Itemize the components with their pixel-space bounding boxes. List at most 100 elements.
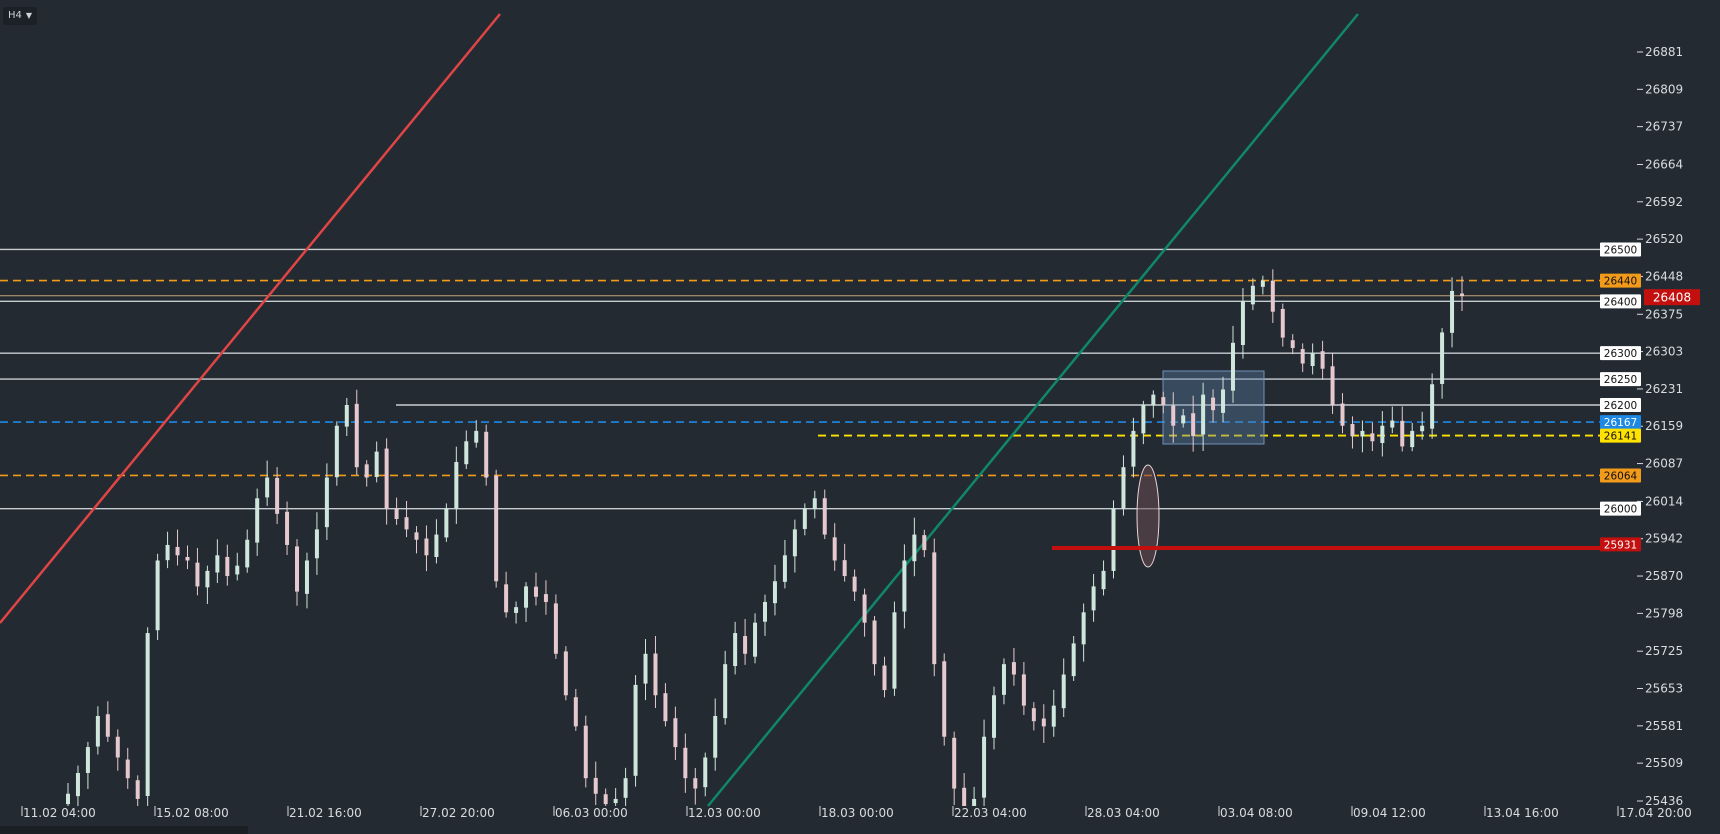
candle-body: [1071, 643, 1076, 677]
candle-body: [693, 778, 698, 789]
candle-body: [633, 684, 638, 776]
time-axis[interactable]: 11.02 04:00 15.02 08:00 21.02 16:00 27.02 2…: [21, 806, 1692, 820]
price-tag-label: 26250: [1604, 374, 1637, 386]
x-tick-label: 09.04 12:00: [1353, 806, 1426, 820]
price-tag-label: 26167: [1604, 417, 1637, 429]
candle-body: [115, 736, 120, 758]
candle-body: [1410, 430, 1415, 448]
candle-body: [862, 594, 867, 623]
candle-body: [753, 622, 758, 657]
horizontal-levels: [0, 248, 1600, 510]
y-tick-label: 25942: [1645, 532, 1683, 546]
candle-body: [1380, 425, 1385, 443]
y-tick-label: 26303: [1645, 345, 1683, 359]
candle-body: [95, 715, 100, 747]
candle-body: [474, 430, 479, 443]
candlesticks: [66, 269, 1464, 806]
candle-body: [1350, 423, 1355, 437]
candle-body: [1131, 430, 1136, 467]
candle-body: [982, 736, 987, 798]
current-price-label: 26408: [1653, 291, 1691, 305]
candle-body: [643, 653, 648, 684]
y-tick-label: 26231: [1645, 382, 1683, 396]
candle-body: [165, 544, 170, 561]
y-tick-label: 25436: [1645, 794, 1683, 808]
candle-body: [543, 594, 548, 602]
candle-body: [972, 798, 977, 806]
candle-body: [842, 560, 847, 577]
candle-body: [185, 556, 190, 561]
candle-body: [1181, 415, 1186, 424]
candle-body: [215, 555, 220, 573]
candle-body: [1290, 340, 1295, 348]
candle-body: [1300, 349, 1305, 364]
y-tick-label: 26520: [1645, 232, 1683, 246]
breakout-ellipse[interactable]: [1136, 464, 1160, 568]
candle-body: [135, 780, 140, 799]
candle-body: [1001, 664, 1006, 695]
price-tag: 26300: [1600, 346, 1641, 361]
candle-body: [942, 661, 947, 737]
candle-body: [145, 633, 150, 797]
y-tick-label: 26159: [1645, 419, 1683, 433]
candle-body: [374, 451, 379, 478]
candle-body: [763, 601, 767, 622]
candle-body: [1320, 351, 1325, 369]
price-axis[interactable]: 26881 26809 26737 26664 26592 26520 26448 26375…: [1637, 45, 1683, 808]
y-tick-label: 26592: [1645, 195, 1683, 209]
y-tick-label: 26375: [1645, 307, 1683, 321]
candle-body: [364, 464, 369, 478]
candle-body: [772, 581, 777, 604]
candle-body: [832, 537, 837, 561]
candle-body: [66, 793, 70, 805]
candle-body: [424, 538, 429, 556]
candle-body: [1041, 718, 1046, 727]
x-tick-label: 18.03 00:00: [821, 806, 894, 820]
candle-body: [1260, 280, 1265, 287]
candle-body: [583, 725, 588, 779]
price-tags: 26500 26440 26400 26300 26250 26200 26167 26141…: [1600, 242, 1700, 552]
candle-body: [1191, 413, 1196, 437]
candle-body: [563, 651, 568, 696]
x-tick-label: 21.02 16:00: [289, 806, 362, 820]
candle-body: [1270, 280, 1275, 312]
x-tick-label: 03.04 08:00: [1220, 806, 1293, 820]
candle-body: [175, 546, 180, 556]
y-tick-label: 25725: [1645, 644, 1683, 658]
candle-body: [464, 441, 469, 465]
candle-body: [484, 431, 489, 478]
green-trendline[interactable]: [707, 13, 1359, 807]
candle-body: [494, 475, 499, 582]
candle-body: [314, 529, 319, 559]
y-tick-label: 26809: [1645, 82, 1683, 96]
candle-body: [1310, 353, 1315, 366]
candle-body: [1011, 662, 1016, 675]
red-trendline[interactable]: [0, 13, 501, 624]
x-tick-label: 11.02 04:00: [23, 806, 96, 820]
candle-body: [454, 462, 459, 509]
candle-body: [225, 556, 230, 577]
timeframe-selector[interactable]: H4 ▼: [3, 7, 37, 25]
candle-body: [1141, 404, 1146, 434]
candle-body: [812, 498, 817, 509]
candle-body: [1201, 394, 1206, 435]
y-tick-label: 25653: [1645, 682, 1683, 696]
candle-body: [304, 560, 309, 594]
candle-body: [1051, 705, 1056, 727]
candle-body: [195, 562, 200, 587]
horizontal-scrollbar[interactable]: [0, 826, 248, 834]
price-tag-label: 26400: [1604, 296, 1637, 308]
candle-body: [713, 715, 718, 758]
price-tag: 26141: [1600, 428, 1641, 443]
candle-body: [573, 697, 578, 727]
candle-body: [1360, 430, 1365, 437]
candle-body: [1440, 332, 1445, 384]
candle-body: [723, 664, 728, 719]
candle-body: [593, 777, 598, 794]
y-tick-label: 25509: [1645, 756, 1683, 770]
price-tag: 26400: [1600, 294, 1641, 309]
candle-body: [623, 778, 628, 798]
y-tick-label: 25798: [1645, 606, 1683, 620]
candle-body: [404, 517, 409, 530]
